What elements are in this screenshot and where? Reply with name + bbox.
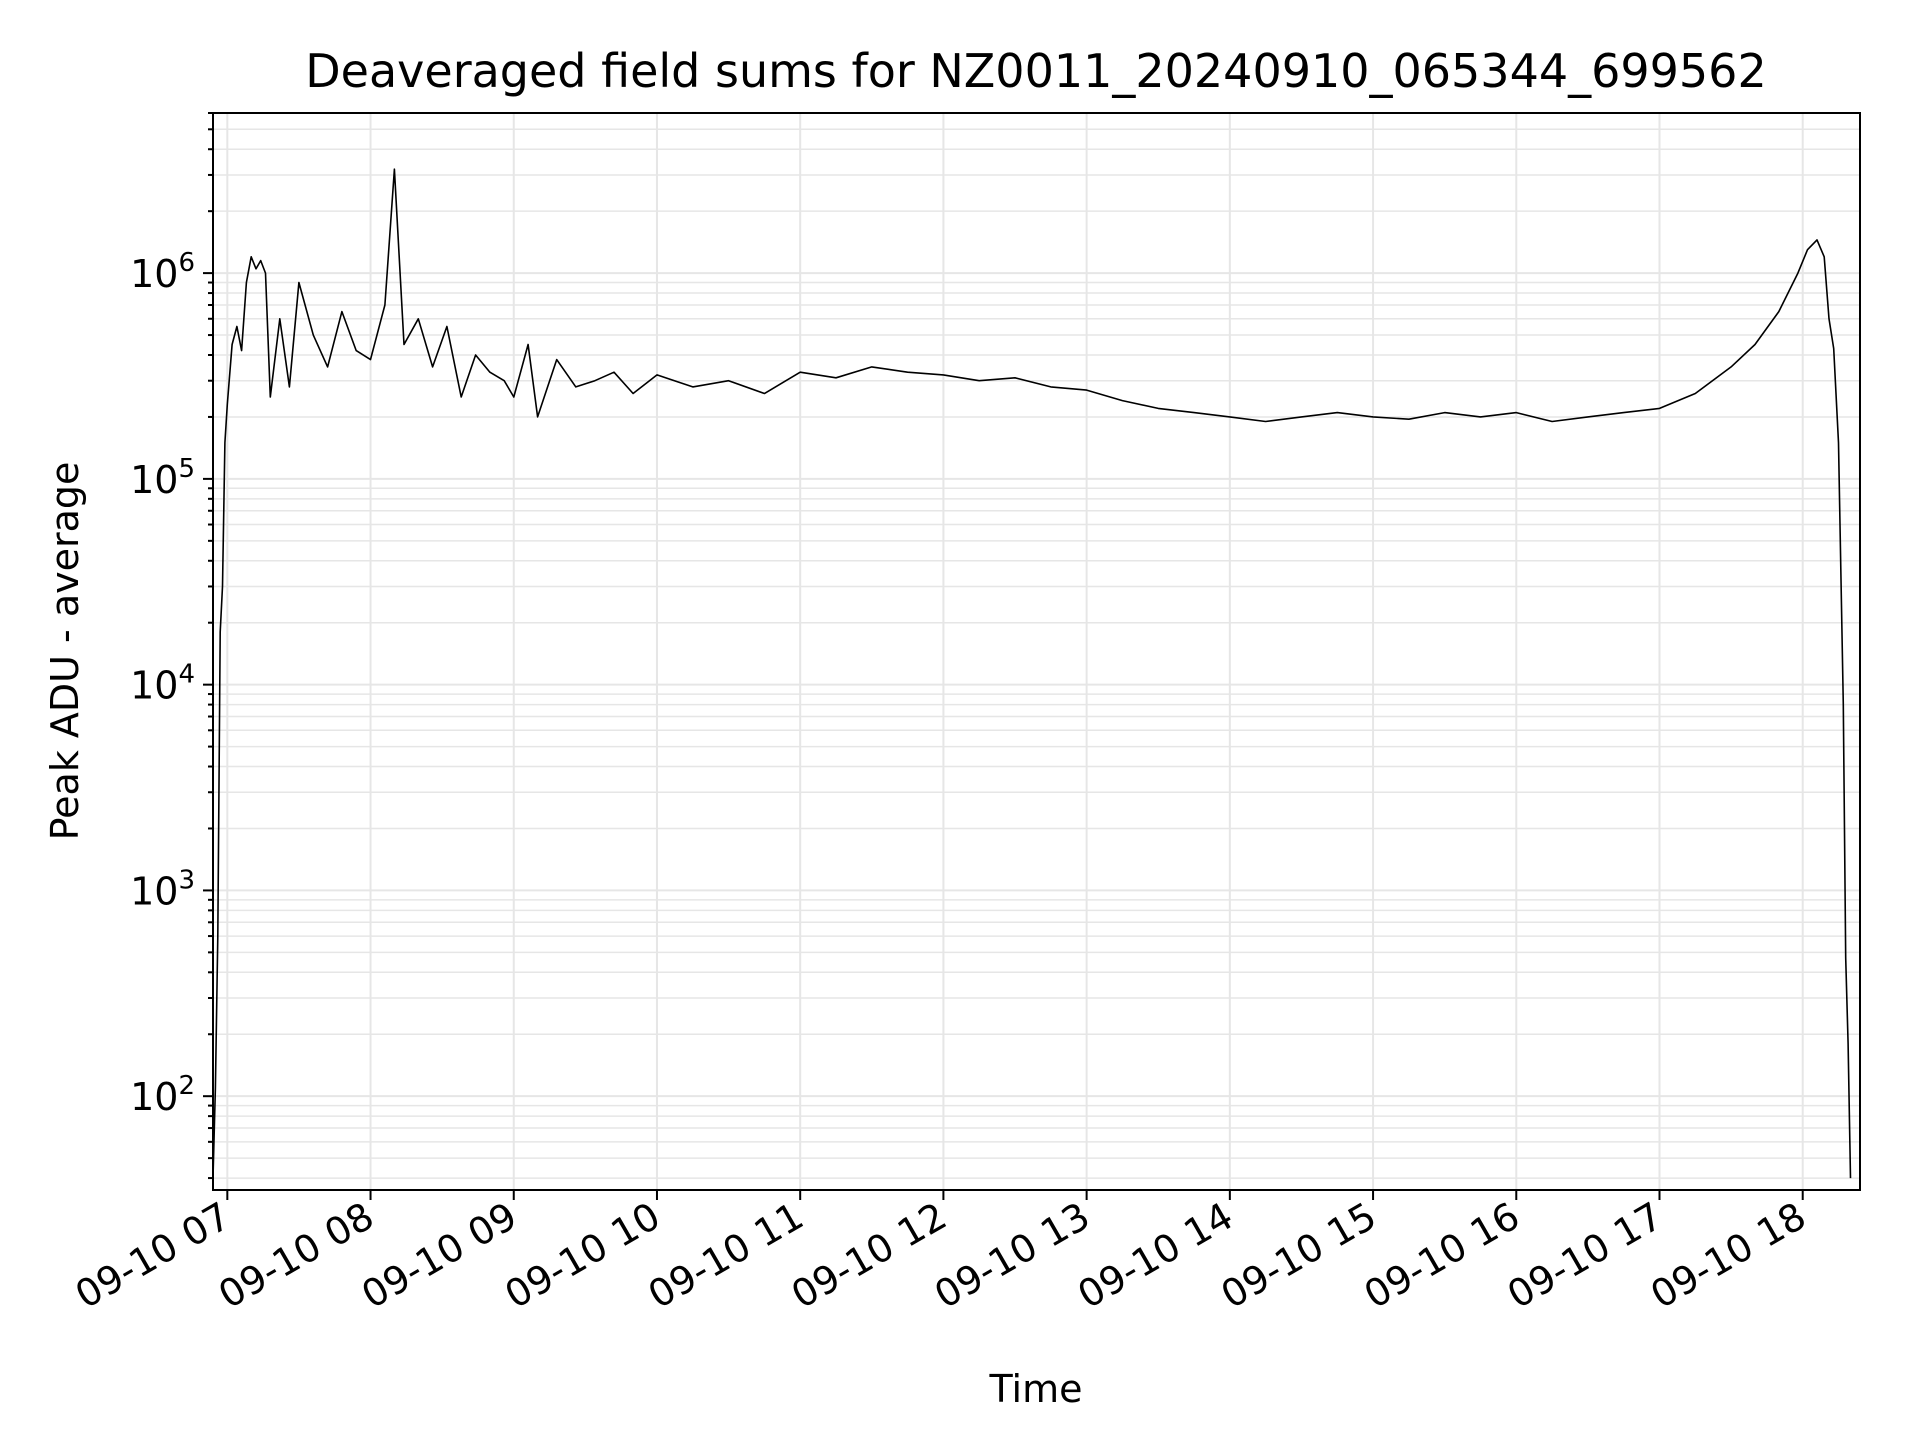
- chart-title: Deaveraged field sums for NZ0011_2024091…: [305, 44, 1766, 98]
- y-tick-label: 103: [130, 865, 195, 913]
- y-axis: 102 103 104 105 106: [130, 112, 213, 1180]
- grid: [213, 112, 1860, 1190]
- series-layer: [212, 168, 1852, 1179]
- y-tick-label: 104: [130, 660, 195, 708]
- y-tick-label: 106: [130, 248, 195, 296]
- y-tick-label: 102: [130, 1071, 195, 1119]
- plot-frame: [212, 112, 1861, 1191]
- series-line: [212, 168, 1852, 1179]
- y-axis-label: Peak ADU - average: [43, 462, 87, 841]
- y-tick-label: 105: [130, 454, 195, 502]
- x-axis-label: Time: [989, 1367, 1083, 1411]
